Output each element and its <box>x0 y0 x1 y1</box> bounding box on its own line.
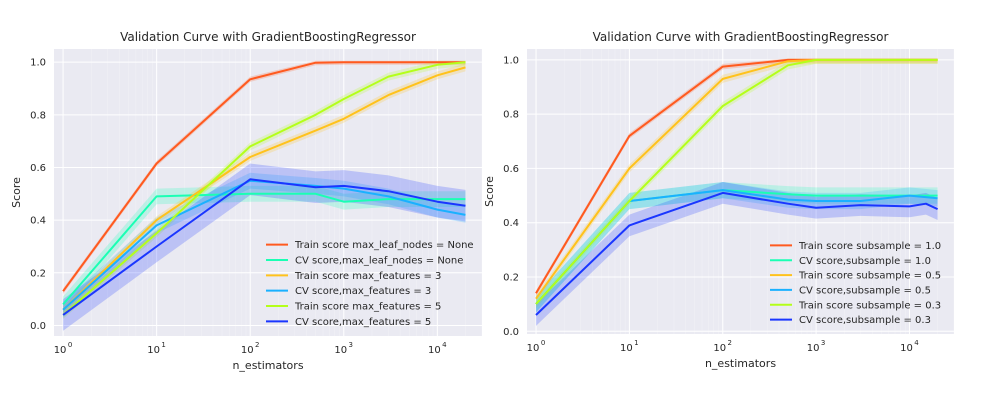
x-tick-exponent: 1 <box>161 341 165 349</box>
x-tick-label: 10 <box>334 345 347 356</box>
legend: Train score subsample = 1.0 CV score,subs… <box>770 241 941 326</box>
y-axis-label: Score <box>10 177 23 208</box>
y-tick-label: 0.2 <box>503 273 519 284</box>
legend-label-2: CV score,subsample = 1.0 <box>799 256 931 267</box>
legend-label-6: CV score,max_features = 5 <box>295 317 431 328</box>
y-tick-label: 0.2 <box>30 268 46 279</box>
chart-title: Validation Curve with GradientBoostingRe… <box>593 30 889 44</box>
series-line-4 <box>535 189 938 305</box>
legend-label-1: Train score subsample = 1.0 <box>798 241 941 252</box>
x-tick-label: 10 <box>428 345 441 356</box>
x-tick-exponent: 0 <box>541 339 545 347</box>
legend-label-2: CV score,max_leaf_nodes = None <box>295 256 463 267</box>
x-tick-label: 10 <box>620 343 633 354</box>
plot-area <box>54 49 482 336</box>
legend-label-4: CV score,subsample = 0.5 <box>799 285 931 296</box>
y-tick-label: 0.6 <box>503 164 519 175</box>
legend-label-1: Train score max_leaf_nodes = None <box>294 240 474 251</box>
x-tick-label: 10 <box>713 343 726 354</box>
y-tick-label: 0.0 <box>503 327 519 338</box>
y-tick-label: 0.4 <box>503 218 519 229</box>
chart-title: Validation Curve with GradientBoostingRe… <box>120 30 416 44</box>
series-line-1 <box>62 61 466 292</box>
x-tick-exponent: 3 <box>349 341 353 349</box>
x-tick-label: 10 <box>54 345 67 356</box>
y-tick-label: 1.0 <box>503 55 519 66</box>
series-line-6 <box>535 191 939 316</box>
series-band-6 <box>63 163 466 331</box>
x-axis-label: n_estimators <box>232 359 303 372</box>
chart-panel-2: 0.00.20.40.60.81.010 0 10 1 10 2 10 3 10 4Validat… <box>483 30 955 370</box>
y-tick-label: 1.0 <box>30 58 46 69</box>
x-tick-label: 10 <box>241 345 254 356</box>
x-tick-label: 10 <box>147 345 160 356</box>
legend: Train score max_leaf_nodes = None CV scor… <box>266 240 474 328</box>
y-tick-label: 0.8 <box>30 110 46 121</box>
legend-label-3: Train score max_features = 3 <box>294 271 441 282</box>
x-tick-label: 10 <box>807 343 820 354</box>
x-axis-label: n_estimators <box>705 357 776 370</box>
y-tick-label: 0.0 <box>30 321 46 332</box>
x-tick-exponent: 3 <box>821 339 825 347</box>
x-tick-exponent: 0 <box>68 341 72 349</box>
x-tick-exponent: 4 <box>442 341 447 349</box>
series-line-5 <box>535 58 938 305</box>
series-line-5 <box>62 61 466 316</box>
series-line-3 <box>62 66 466 311</box>
legend-label-6: CV score,subsample = 0.3 <box>799 315 931 326</box>
series-band-6 <box>536 182 938 326</box>
y-tick-label: 0.4 <box>30 216 46 227</box>
y-tick-label: 0.6 <box>30 163 46 174</box>
series-line-6 <box>62 178 466 316</box>
x-tick-exponent: 2 <box>728 339 732 347</box>
x-tick-exponent: 4 <box>914 339 919 347</box>
x-tick-label: 10 <box>527 343 540 354</box>
y-tick-label: 0.8 <box>503 110 519 121</box>
legend-label-5: Train score max_features = 5 <box>294 302 441 313</box>
x-tick-exponent: 2 <box>255 341 259 349</box>
legend-label-5: Train score subsample = 0.3 <box>798 300 941 311</box>
legend-label-4: CV score,max_features = 3 <box>295 286 431 297</box>
chart-panel-1: 0.00.20.40.60.81.010 0 10 1 10 2 10 3 10 4Validat… <box>10 30 483 372</box>
legend-label-3: Train score subsample = 0.5 <box>798 271 941 282</box>
y-axis-label: Score <box>483 176 496 207</box>
x-tick-exponent: 1 <box>634 339 638 347</box>
x-tick-label: 10 <box>900 343 913 354</box>
